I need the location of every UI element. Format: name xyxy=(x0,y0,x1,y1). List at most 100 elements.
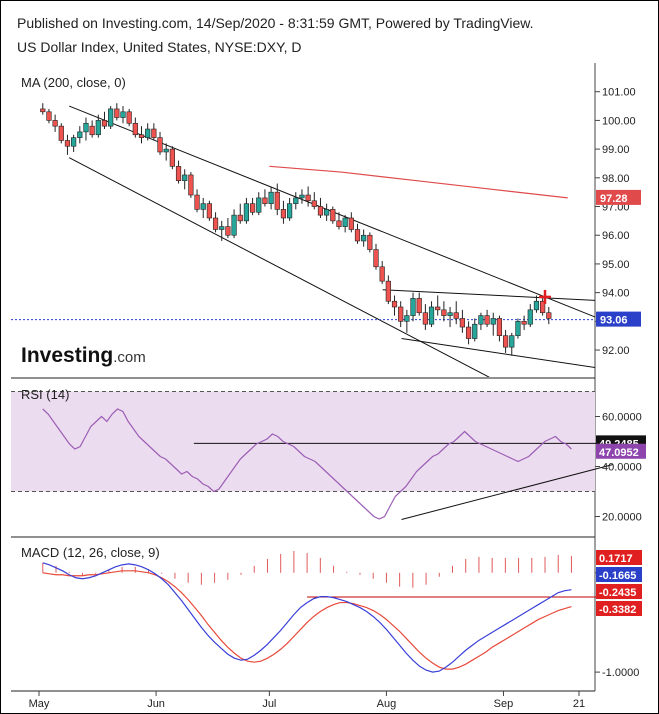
ma-value-badge xyxy=(596,189,641,205)
candle-body xyxy=(416,298,422,314)
candle-body xyxy=(293,197,299,204)
macd-tick-label: -1.0000 xyxy=(602,667,639,679)
candle-body xyxy=(151,128,157,138)
candle-body xyxy=(361,234,367,242)
candle-body xyxy=(188,174,194,196)
macd-signal-value-badge xyxy=(596,601,642,616)
candle-body xyxy=(324,209,330,216)
time-tick-label: Aug xyxy=(377,698,397,710)
macd-line xyxy=(42,562,572,673)
candle-body xyxy=(453,312,459,319)
ma200-line xyxy=(269,165,568,199)
candle-body xyxy=(299,194,305,199)
candle-body xyxy=(206,203,212,219)
candle-body xyxy=(71,137,77,147)
candle-body xyxy=(237,214,243,222)
candle-body xyxy=(83,122,89,133)
time-tick-label: 21 xyxy=(573,698,585,710)
candle-body xyxy=(422,312,428,325)
candle-body xyxy=(268,191,274,204)
candle-body xyxy=(379,266,385,282)
candle-body xyxy=(330,209,336,222)
candle-body xyxy=(509,335,515,348)
price-tick-label: 100.00 xyxy=(602,115,636,127)
candle-body xyxy=(336,220,342,227)
candle-body xyxy=(342,217,348,227)
candle-body xyxy=(435,306,441,311)
price-trendline-0 xyxy=(69,105,595,318)
candle-body xyxy=(219,226,225,230)
candle-body xyxy=(348,217,354,230)
candle-body xyxy=(367,234,373,250)
candle-body xyxy=(490,318,496,325)
watermark-suffix: .com xyxy=(113,349,146,366)
candle-body xyxy=(317,206,324,216)
axes: 101.00100.0099.0098.0097.0096.0095.0094.… xyxy=(29,87,646,710)
candle-body xyxy=(95,120,101,136)
candle-body xyxy=(138,134,145,138)
price-tick-label: 98.00 xyxy=(602,173,630,185)
candle-body xyxy=(373,249,379,268)
time-tick-label: May xyxy=(29,698,50,710)
candle-body xyxy=(101,120,108,127)
candle-body xyxy=(465,326,472,339)
price-tick-label: 94.00 xyxy=(602,288,630,300)
macd-level-value-badge xyxy=(596,584,642,599)
price-tick-label: 99.00 xyxy=(602,144,630,156)
rsi-value-badge xyxy=(596,443,646,459)
price-pane-title: MA (200, close, 0) xyxy=(21,75,126,90)
candle-body xyxy=(40,108,46,113)
candle-body xyxy=(157,137,163,153)
rsi-pane xyxy=(42,408,614,520)
candle-body xyxy=(163,148,169,153)
rsi-value-label: 47.0952 xyxy=(599,447,639,459)
candle-body xyxy=(231,214,237,236)
candle-body xyxy=(546,312,552,319)
candle-body xyxy=(175,166,182,181)
rsi-band xyxy=(11,391,595,492)
candle-body xyxy=(132,122,138,136)
candle-body xyxy=(77,131,83,138)
candle-body xyxy=(540,300,546,314)
macd-pane xyxy=(42,550,613,673)
candle-body xyxy=(120,111,126,118)
macd-value-label: -0.1665 xyxy=(599,570,636,582)
candle-body xyxy=(311,200,317,207)
candle-body xyxy=(533,300,540,311)
candle-body xyxy=(262,197,268,204)
candle-body xyxy=(447,312,453,316)
candle-body xyxy=(280,209,287,219)
candle-body xyxy=(287,203,293,219)
candle-body xyxy=(169,148,175,167)
candle-body xyxy=(64,140,71,147)
macd-pane-title: MACD (12, 26, close, 9) xyxy=(21,545,160,560)
candle-body xyxy=(212,217,219,230)
watermark-brand: Investing xyxy=(21,344,113,367)
price-clipped xyxy=(11,103,595,377)
rsi-support-line xyxy=(401,464,614,520)
price-tick-label: 96.00 xyxy=(602,230,630,242)
price-trendline-2 xyxy=(382,289,595,301)
price-pane xyxy=(11,103,595,377)
candle-body xyxy=(194,194,200,210)
macd-signal-value-label: -0.3382 xyxy=(599,604,636,616)
candle-body xyxy=(225,226,231,236)
candle-body xyxy=(410,298,416,316)
candle-body xyxy=(428,306,435,325)
price-tick-label: 95.00 xyxy=(602,259,630,271)
time-tick-label: Jul xyxy=(262,698,276,710)
candle-body xyxy=(305,194,311,202)
candle-body xyxy=(385,280,391,302)
price-tick-label: 92.00 xyxy=(602,345,630,357)
candle-body xyxy=(502,335,509,348)
candle-body xyxy=(46,111,52,121)
candle-body xyxy=(354,229,361,242)
candle-body xyxy=(391,300,398,308)
rsi-tick-label: 60.0000 xyxy=(602,412,642,424)
candle-body xyxy=(114,108,120,118)
macd-level-value-label: -0.2435 xyxy=(599,587,636,599)
rsi-line xyxy=(42,408,572,520)
candle-body xyxy=(182,174,188,181)
